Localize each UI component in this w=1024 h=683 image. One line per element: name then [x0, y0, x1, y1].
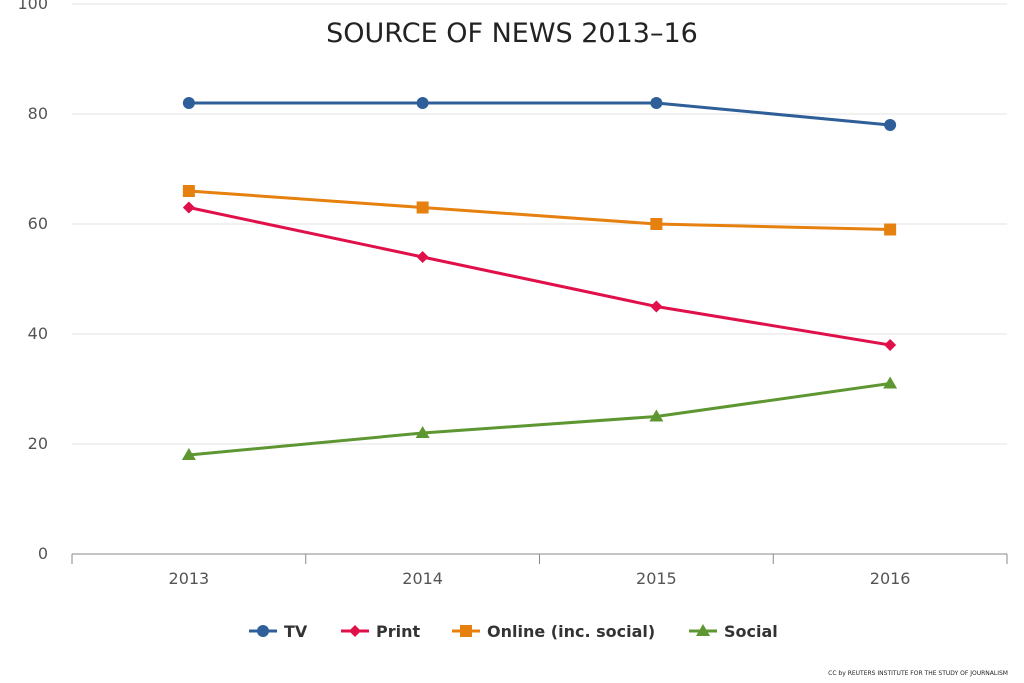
legend-label: TV [284, 622, 308, 641]
legend-marker [696, 624, 710, 636]
y-tick-label: 100 [17, 0, 48, 13]
series-online-inc-social [182, 185, 897, 236]
data-point-tv [650, 97, 663, 109]
series-line-print [188, 206, 891, 347]
x-tick-label: 2013 [169, 569, 210, 588]
data-point-online-inc-social [884, 223, 897, 236]
data-point-social [649, 409, 664, 422]
x-tick-label: 2014 [402, 569, 443, 588]
y-tick-label: 20 [28, 434, 48, 453]
x-tick-label: 2016 [870, 569, 911, 588]
y-tick-label: 60 [28, 214, 48, 233]
series-line-tv [188, 101, 891, 127]
chart-title: SOURCE OF NEWS 2013–16 [326, 18, 698, 49]
legend-marker [460, 625, 472, 637]
legend-item-print: Print [341, 622, 420, 641]
data-point-social [883, 376, 898, 389]
data-point-tv [416, 97, 429, 109]
legend-label: Social [724, 622, 778, 641]
legend-item-online-inc-social: Online (inc. social) [452, 622, 655, 641]
legend-marker [349, 625, 361, 637]
axes: 0 20 40 60 80 100 2013 2014 2015 2016 [17, 0, 1008, 588]
y-tick-label: 0 [38, 544, 48, 563]
legend-marker [257, 625, 269, 637]
series-tv [182, 97, 897, 131]
legend-item-social: Social [689, 622, 778, 641]
series-line-social [188, 382, 891, 457]
series-group [181, 97, 898, 460]
data-point-print [416, 251, 429, 263]
x-tick-label: 2015 [636, 569, 677, 588]
series-line-online-inc-social [188, 189, 891, 231]
data-point-social [181, 448, 196, 460]
series-social [181, 376, 898, 460]
data-point-print [182, 201, 195, 214]
legend: TV Print Online (inc. social) Social [249, 622, 778, 641]
data-point-online-inc-social [182, 185, 195, 197]
legend-item-tv: TV [249, 622, 308, 641]
credit-text: CC by REUTERS INSTITUTE FOR THE STUDY OF… [828, 670, 1008, 677]
gridlines [72, 3, 1007, 445]
y-tick-label: 40 [28, 324, 48, 343]
data-point-tv [182, 97, 195, 109]
data-point-online-inc-social [416, 201, 429, 214]
legend-label: Print [376, 622, 420, 641]
legend-label: Online (inc. social) [487, 622, 655, 641]
data-point-tv [884, 119, 897, 131]
data-point-print [650, 300, 663, 313]
data-point-print [884, 339, 897, 351]
data-point-online-inc-social [650, 218, 663, 230]
data-point-social [415, 426, 430, 438]
y-tick-label: 80 [28, 104, 48, 123]
series-print [182, 201, 897, 351]
